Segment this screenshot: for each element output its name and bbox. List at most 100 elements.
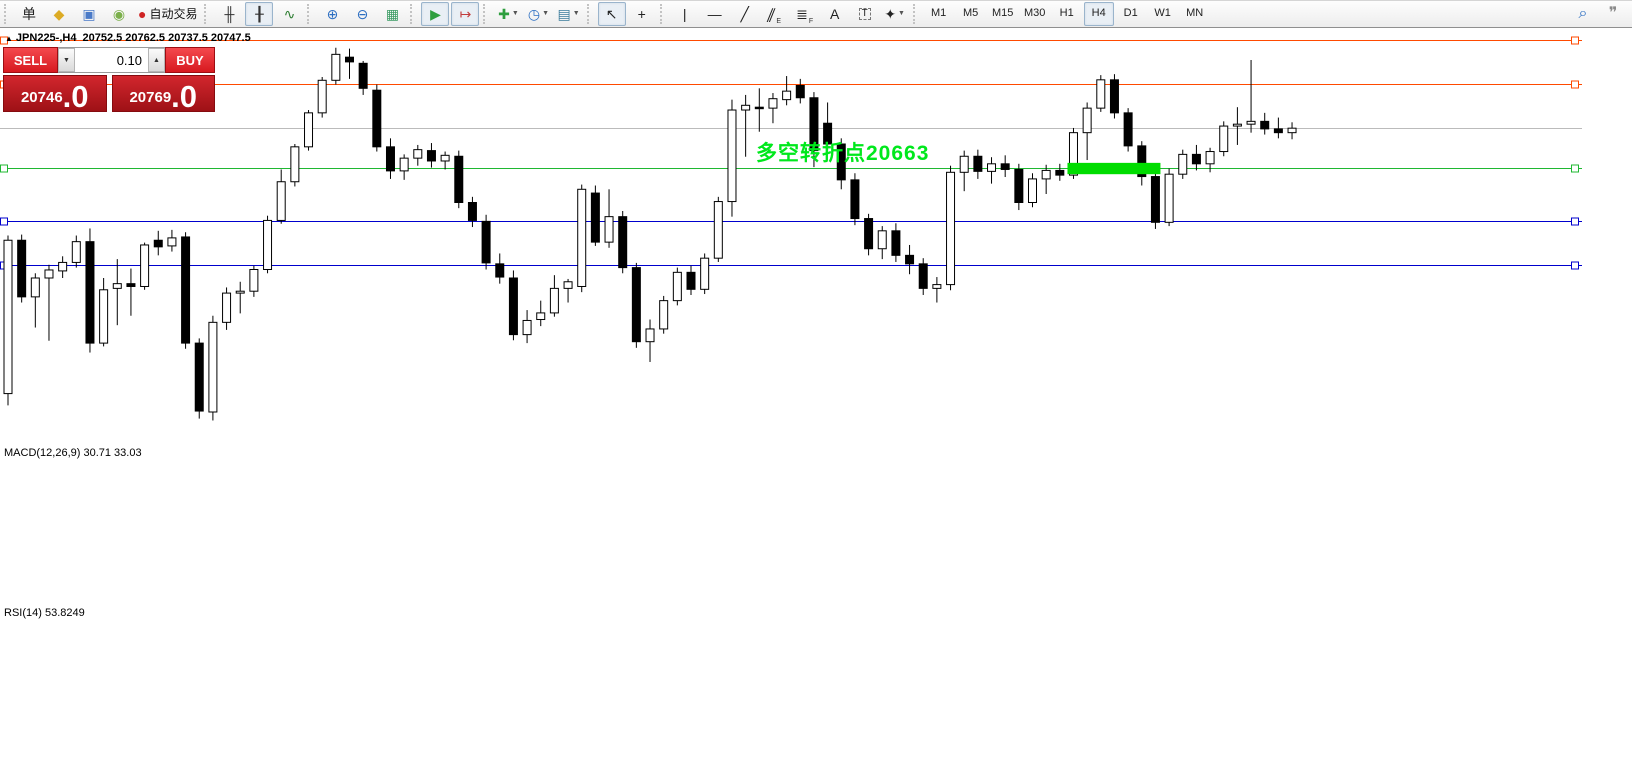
timeframe-d1-button[interactable]: D1 — [1123, 7, 1138, 19]
volume-decrease-icon[interactable]: ▼ — [58, 48, 75, 72]
search-icon: ⌕ — [1578, 4, 1588, 22]
buy-button[interactable]: BUY — [165, 47, 215, 73]
chart-bars-icon: ╫ — [224, 5, 235, 22]
buy-price-frac: .0 — [171, 78, 198, 114]
volume-stepper: ▼ ▲ — [58, 47, 165, 73]
cursor-button[interactable]: ↖ — [597, 1, 626, 26]
trendline-button[interactable]: ╱ — [731, 2, 759, 26]
rsi-legend: RSI(14) 53.8249 — [4, 607, 85, 619]
chat-icon: ❞ — [1608, 4, 1618, 22]
search-button[interactable]: ⌕ — [1569, 2, 1597, 26]
timeframe-h1-button[interactable]: H1 — [1059, 7, 1074, 19]
sell-button[interactable]: SELL — [3, 47, 58, 73]
cursor-icon: ↖ — [605, 5, 618, 22]
sell-price-int: 20746 — [20, 89, 63, 106]
toolbar-separator — [204, 3, 210, 24]
sub-letter: E — [776, 17, 781, 25]
periods-button[interactable]: ◷ ▼ — [524, 2, 552, 26]
zoom-out-button[interactable]: ⊖ — [348, 2, 376, 26]
signals-icon: ◉ — [112, 5, 126, 22]
text-label-icon: T — [858, 7, 871, 20]
toolbar-separator — [659, 3, 666, 24]
toolbar-separator — [4, 3, 10, 24]
auto-scroll-icon: ▶ — [430, 5, 441, 22]
auto-scroll-button[interactable]: ▶ — [421, 1, 450, 26]
auto-trading-button[interactable]: ● 自动交易 — [135, 2, 200, 26]
templates-button[interactable]: ▤ ▼ — [554, 2, 582, 26]
volume-increase-icon[interactable]: ▲ — [148, 48, 165, 72]
chart-shift-button[interactable]: ↦ — [451, 1, 480, 26]
collapse-icon[interactable]: ▲ — [5, 34, 13, 43]
sell-price-tile[interactable]: 20746.0 — [3, 75, 107, 112]
toolbar-separator — [912, 3, 919, 24]
toolbar-separator — [586, 3, 593, 24]
horizontal-line-button[interactable]: — — [701, 2, 729, 26]
templates-icon: ▤ — [557, 5, 571, 22]
chevron-down-icon[interactable]: ▼ — [898, 10, 905, 17]
timeframe-h4-button[interactable]: H4 — [1083, 1, 1114, 26]
one-click-trading-panel: SELL ▼ ▲ BUY 20746.0 20769.0 — [3, 47, 215, 112]
chevron-down-icon[interactable]: ▼ — [511, 10, 519, 17]
chart-ohlc-values: 20752.5 20762.5 20737.5 20747.5 — [82, 32, 251, 44]
crosshair-icon: + — [637, 5, 646, 22]
chevron-down-icon[interactable]: ▼ — [572, 10, 580, 17]
buy-price-int: 20769 — [129, 89, 172, 106]
text-icon: A — [829, 5, 840, 22]
timeframe-mn-button[interactable]: MN — [1186, 7, 1204, 19]
chart-candles-icon: ╂ — [255, 5, 264, 22]
horizontal-line-icon: — — [707, 5, 722, 22]
tile-windows-icon: ▦ — [385, 5, 400, 22]
auto-trading-button-label: 自动交易 — [149, 6, 198, 21]
chart-title: ▲ JPN225-,H4 20752.5 20762.5 20737.5 20747… — [5, 32, 251, 44]
arrows-button[interactable]: ✦ ▼ — [881, 2, 909, 26]
text-label-button[interactable]: T — [851, 2, 879, 26]
toolbar-separator — [307, 3, 313, 24]
chat-button[interactable]: ❞ — [1599, 2, 1627, 26]
zoom-in-button[interactable]: ⊕ — [318, 2, 346, 26]
timeframe-m1-button[interactable]: M1 — [931, 7, 947, 19]
toolbar-separator — [483, 3, 489, 24]
chart-candles-button[interactable]: ╂ — [245, 1, 274, 26]
macd-legend: MACD(12,26,9) 30.71 33.03 — [4, 447, 142, 459]
buy-price-tile[interactable]: 20769.0 — [111, 75, 215, 114]
sub-letter: F — [808, 17, 814, 25]
vertical-line-icon: | — [682, 5, 687, 22]
timeframe-m5-button[interactable]: M5 — [963, 7, 979, 19]
timeframe-m30-button[interactable]: M30 — [1023, 7, 1046, 19]
zoom-out-icon: ⊖ — [356, 5, 369, 22]
order-cube-icon: ◆ — [53, 5, 65, 22]
auto-trading-icon: ● — [138, 5, 147, 22]
tile-windows-button[interactable]: ▦ — [378, 2, 406, 26]
sell-price-frac: .0 — [62, 78, 89, 114]
indicators-icon: ✚ — [498, 5, 510, 22]
chart-line-icon: ∿ — [283, 5, 296, 22]
vertical-line-button[interactable]: | — [671, 2, 699, 26]
periods-icon: ◷ — [527, 5, 541, 22]
order-cube-icon[interactable]: ◆ — [45, 2, 73, 26]
zoom-in-icon: ⊕ — [326, 5, 339, 22]
main-toolbar: 单 ◆ ▣ ◉ ● 自动交易 ╫ ╂ ∿ ⊕ ⊖ ▦ ▶ ↦ ✚ ▼ ◷ ▼ ▤ ▼ ↖ + | — ╱ ∥ E ≣ F A T ✦ ▼ M1 M5… — [0, 0, 1632, 28]
chevron-down-icon[interactable]: ▼ — [542, 10, 550, 17]
fibonacci-button[interactable]: ≣ F — [791, 2, 819, 26]
new-order-button[interactable]: 单 — [22, 5, 36, 22]
chart-symbol-period: JPN225-,H4 — [15, 32, 77, 44]
chart-bars-button[interactable]: ╫ — [215, 2, 243, 26]
timeframe-m15-button[interactable]: M15 — [991, 7, 1014, 19]
market-watch-icon: ▣ — [82, 5, 96, 22]
signals-icon[interactable]: ◉ — [105, 2, 133, 26]
indicators-button[interactable]: ✚ ▼ — [494, 2, 522, 26]
crosshair-button[interactable]: + — [628, 2, 656, 26]
fibonacci-icon: ≣ — [796, 5, 808, 22]
volume-input[interactable] — [75, 48, 148, 72]
toolbar-right-group: ⌕ ❞ — [1568, 2, 1628, 26]
timeframe-w1-button[interactable]: W1 — [1154, 7, 1171, 19]
pivot-highlight-box[interactable] — [1067, 162, 1161, 175]
chart-line-button[interactable]: ∿ — [275, 2, 303, 26]
market-watch-icon[interactable]: ▣ — [75, 2, 103, 26]
candles-layer — [3, 47, 1297, 421]
text-button[interactable]: A — [821, 2, 849, 26]
equidistant-channel-button[interactable]: ∥ E — [761, 2, 789, 26]
